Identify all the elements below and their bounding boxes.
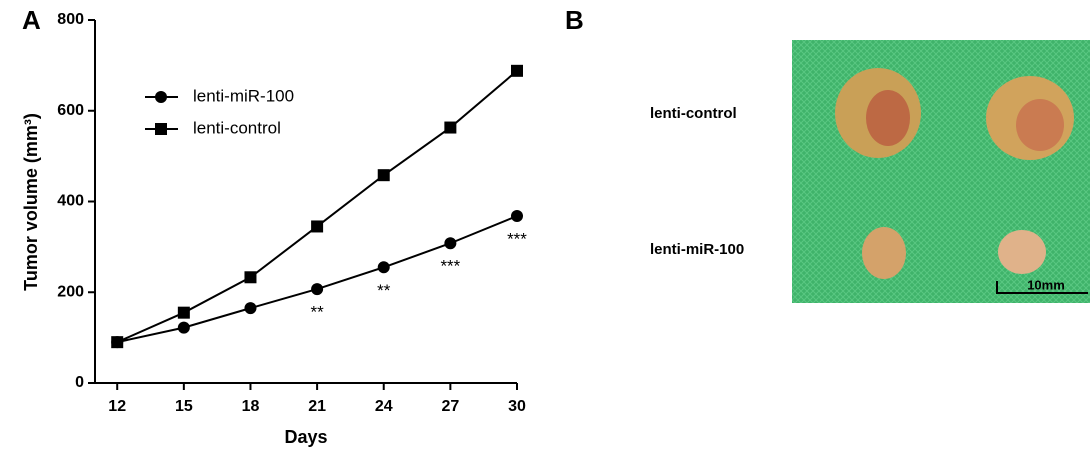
panel-label: B [565, 5, 584, 35]
y-tick-label: 200 [57, 283, 84, 300]
x-tick-label: 24 [375, 398, 393, 415]
legend-label: lenti-miR-100 [193, 86, 294, 105]
x-tick-label: 18 [242, 398, 260, 415]
marker [244, 271, 257, 284]
marker [377, 261, 390, 274]
x-tick-label: 15 [175, 398, 193, 415]
y-tick-label: 400 [57, 193, 84, 210]
tumor [998, 230, 1046, 274]
marker [177, 306, 190, 319]
marker [311, 220, 324, 233]
legend-marker [155, 91, 167, 103]
x-axis-label: Days [284, 427, 327, 447]
x-tick-label: 27 [441, 398, 459, 415]
y-axis-label: Tumor volume (mm³) [21, 113, 41, 291]
marker [177, 321, 190, 334]
tumor-spot [1016, 99, 1064, 151]
y-tick-label: 800 [57, 11, 84, 28]
marker [111, 336, 124, 349]
annotation: *** [507, 230, 527, 249]
marker [511, 210, 523, 223]
legend-marker [155, 123, 167, 135]
annotation: *** [440, 257, 460, 276]
row-label: lenti-control [650, 105, 737, 122]
x-tick-label: 30 [508, 398, 526, 415]
panel-label: A [22, 5, 41, 35]
x-tick-label: 12 [108, 398, 126, 415]
row-label: lenti-miR-100 [650, 241, 744, 258]
y-tick-label: 0 [75, 374, 84, 391]
tumor [862, 227, 906, 279]
annotation: ** [310, 303, 324, 322]
legend-label: lenti-control [193, 118, 281, 137]
annotation: ** [377, 281, 391, 300]
scale-bar [996, 281, 1088, 294]
photo: 10mm [792, 40, 1090, 303]
marker [244, 302, 257, 315]
x-tick-label: 21 [308, 398, 326, 415]
scale-label: 10mm [1027, 277, 1065, 292]
marker [444, 237, 457, 250]
series-line [116, 70, 518, 344]
marker [511, 64, 523, 77]
marker [377, 169, 390, 182]
tumor-spot [866, 90, 910, 146]
marker [311, 283, 324, 296]
series-line [116, 215, 518, 344]
y-tick-label: 600 [57, 102, 84, 119]
marker [444, 121, 457, 134]
